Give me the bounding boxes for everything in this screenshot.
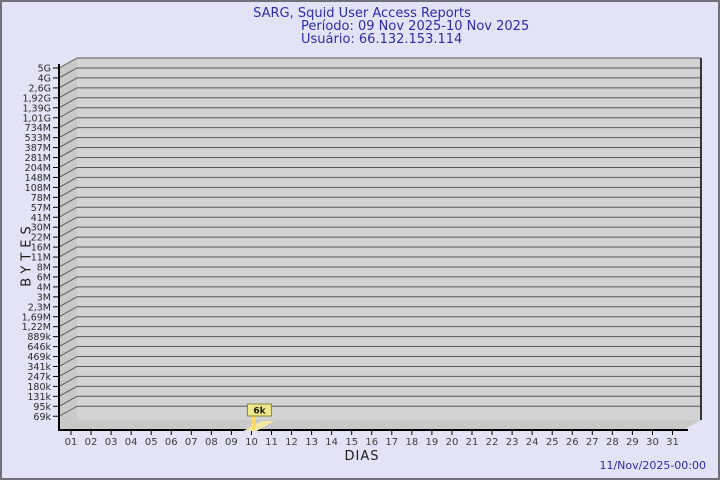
svg-text:19: 19 [426,437,439,448]
svg-text:26: 26 [566,437,579,448]
svg-text:734M: 734M [25,123,51,134]
svg-text:29: 29 [626,437,639,448]
svg-text:1,22M: 1,22M [22,322,51,333]
svg-text:24: 24 [526,437,539,448]
svg-text:8M: 8M [37,263,51,274]
svg-text:14: 14 [325,437,338,448]
svg-text:180k: 180k [27,382,51,393]
svg-text:69k: 69k [33,412,51,423]
svg-text:18: 18 [405,437,418,448]
svg-text:148M: 148M [25,173,51,184]
svg-text:16M: 16M [31,243,51,254]
svg-text:21: 21 [466,437,479,448]
svg-text:533M: 533M [25,133,51,144]
svg-text:247k: 247k [27,372,51,383]
svg-text:30: 30 [646,437,659,448]
svg-text:2,6G: 2,6G [29,83,51,94]
svg-text:07: 07 [185,437,198,448]
svg-text:11: 11 [265,437,278,448]
svg-text:09: 09 [225,437,238,448]
report-period: Período: 09 Nov 2025-10 Nov 2025 [301,19,530,34]
svg-text:1,92G: 1,92G [22,93,51,104]
svg-text:31: 31 [666,437,679,448]
svg-text:387M: 387M [25,143,51,154]
svg-text:3M: 3M [37,292,51,303]
svg-text:05: 05 [145,437,158,448]
svg-text:1,69M: 1,69M [22,312,51,323]
svg-text:02: 02 [85,437,98,448]
svg-text:41M: 41M [31,213,51,224]
svg-text:341k: 341k [27,362,51,373]
svg-text:131k: 131k [27,392,51,403]
svg-text:03: 03 [105,437,118,448]
y-axis-tick-labels: 5G4G2,6G1,92G1,39G1,01G734M533M387M281M2… [22,64,52,423]
svg-text:10: 10 [245,437,258,448]
svg-text:22M: 22M [31,233,51,244]
svg-text:6M: 6M [37,272,51,283]
svg-text:78M: 78M [31,193,51,204]
svg-text:281M: 281M [25,153,51,164]
svg-text:469k: 469k [27,352,51,363]
svg-text:20: 20 [446,437,459,448]
svg-text:22: 22 [486,437,499,448]
svg-text:108M: 108M [25,183,51,194]
svg-text:08: 08 [205,437,218,448]
data-bars [243,416,275,431]
svg-text:5G: 5G [38,64,51,75]
svg-text:889k: 889k [27,332,51,343]
chart-grid-lines [53,57,701,417]
svg-text:15: 15 [345,437,358,448]
svg-text:1,39G: 1,39G [22,103,51,114]
svg-text:06: 06 [165,437,178,448]
svg-text:23: 23 [506,437,519,448]
svg-text:95k: 95k [33,402,51,413]
svg-text:1,01G: 1,01G [22,113,51,124]
svg-text:27: 27 [586,437,599,448]
svg-text:16: 16 [365,437,378,448]
report-title: SARG, Squid User Access Reports [253,6,471,21]
svg-text:28: 28 [606,437,619,448]
svg-text:2,3M: 2,3M [28,302,51,313]
svg-text:57M: 57M [31,203,51,214]
svg-text:204M: 204M [25,163,51,174]
svg-text:01: 01 [65,437,78,448]
svg-text:13: 13 [305,437,318,448]
x-axis-tick-labels: 01 02 03 04 05 06 07 08 09 10 11 12 13 14 15 16 17 18 19 20… [65,431,679,448]
chart-3d-walls [59,58,701,430]
svg-text:04: 04 [125,437,138,448]
generation-timestamp: 11/Nov/2025-00:00 [599,459,706,472]
report-user: Usuário: 66.132.153.114 [301,32,463,47]
value-annotation: 6k [246,403,272,417]
svg-text:6k: 6k [253,407,266,417]
svg-text:17: 17 [385,437,398,448]
svg-text:25: 25 [546,437,559,448]
y-axis-title: BYTES [19,221,35,287]
svg-text:4G: 4G [38,73,51,84]
chart-axes [58,58,702,431]
svg-text:646k: 646k [27,342,51,353]
x-axis-title: DIAS [344,449,380,464]
svg-text:30M: 30M [31,223,51,234]
svg-text:4M: 4M [37,282,51,293]
svg-text:11M: 11M [31,253,51,264]
svg-text:12: 12 [285,437,298,448]
